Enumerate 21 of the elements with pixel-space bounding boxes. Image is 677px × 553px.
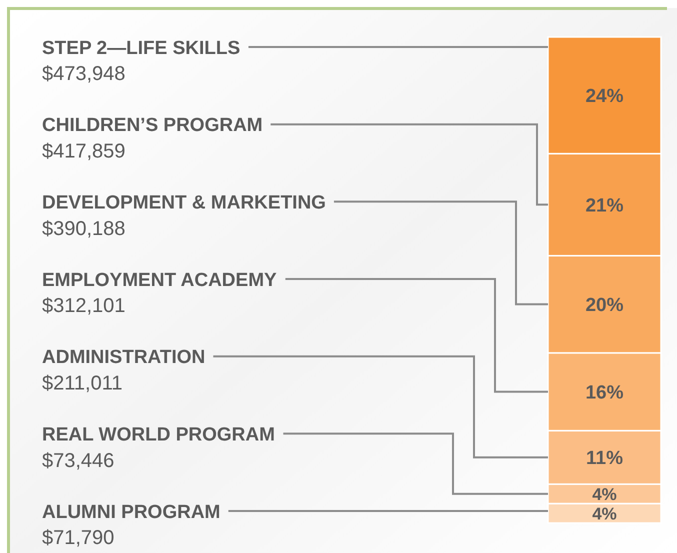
text: $71,790 [42, 527, 114, 550]
data-label: 11% [586, 448, 624, 470]
text: $417,859 [42, 140, 126, 163]
data-label: 4% [592, 484, 617, 504]
text: $390,188 [42, 218, 126, 240]
text: DEVELOPMENT & MARKETING [42, 192, 326, 214]
data-label: 20% [585, 295, 624, 316]
text: ADMINISTRATION [42, 347, 206, 368]
text: ALUMNI PROGRAM [42, 502, 220, 523]
data-label: 4% [592, 504, 617, 524]
text: $73,446 [42, 450, 114, 472]
text: $312,101 [42, 295, 126, 318]
text: CHILDREN’S PROGRAM [42, 115, 263, 136]
data-label: 21% [585, 196, 624, 217]
text: EMPLOYMENT ACADEMY [42, 270, 278, 291]
text: REAL WORLD PROGRAM [42, 424, 275, 446]
text: $211,011 [42, 372, 122, 395]
text: $473,948 [42, 63, 126, 86]
data-label: 16% [585, 382, 624, 404]
text: STEP 2—LIFE SKILLS [42, 38, 240, 59]
data-label: 24% [585, 86, 624, 108]
